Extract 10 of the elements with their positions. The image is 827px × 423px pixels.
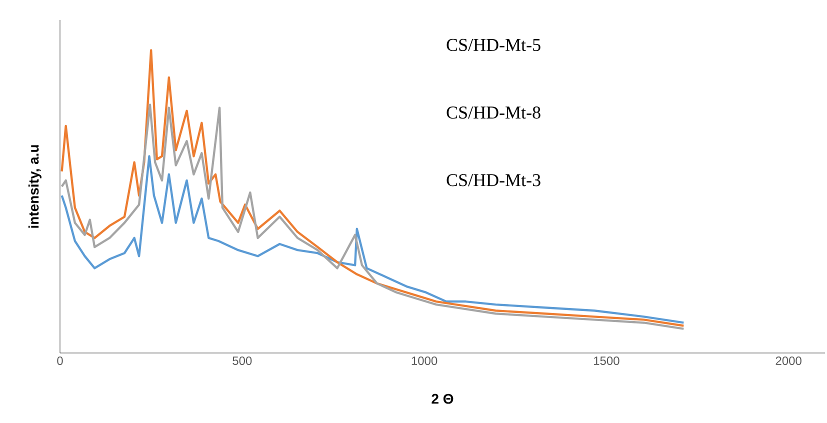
x-tick-label: 0	[57, 356, 63, 366]
x-tick-label: 2000	[776, 356, 802, 366]
x-tick-label: 500	[232, 356, 252, 366]
annotation: CS/HD-Mt-5	[446, 38, 540, 52]
y-axis-title: intensity, a.u	[28, 145, 42, 228]
annotation: CS/HD-Mt-3	[446, 174, 540, 186]
x-tick-label: 1000	[412, 356, 438, 366]
x-tick-label: 1500	[594, 356, 620, 366]
x-axis-title: 2 Θ	[432, 394, 454, 404]
annotation: CS/HD-Mt-8	[446, 106, 540, 119]
